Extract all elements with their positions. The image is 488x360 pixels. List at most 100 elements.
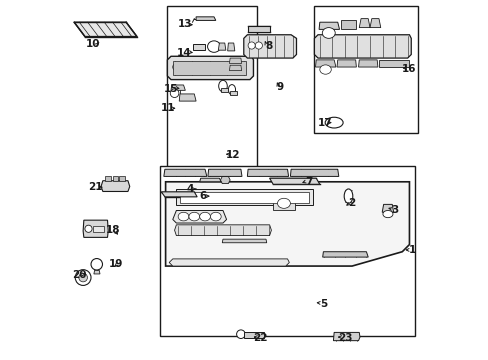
Text: 21: 21 — [88, 182, 102, 192]
Text: 13: 13 — [177, 19, 191, 29]
Text: 19: 19 — [109, 259, 123, 269]
Polygon shape — [333, 332, 359, 341]
Ellipse shape — [75, 270, 91, 285]
Polygon shape — [290, 169, 338, 176]
Polygon shape — [247, 169, 288, 176]
Text: 18: 18 — [105, 225, 120, 235]
Polygon shape — [172, 211, 226, 223]
Polygon shape — [83, 220, 108, 237]
Polygon shape — [174, 225, 271, 235]
Text: 12: 12 — [225, 150, 240, 160]
Text: 23: 23 — [337, 333, 351, 343]
Text: 16: 16 — [402, 64, 416, 74]
Ellipse shape — [247, 42, 255, 49]
Polygon shape — [169, 259, 289, 266]
Polygon shape — [247, 26, 269, 32]
Bar — [230, 91, 236, 95]
Ellipse shape — [207, 41, 220, 52]
Ellipse shape — [277, 198, 290, 208]
Bar — [160, 166, 414, 336]
Polygon shape — [196, 17, 215, 21]
Polygon shape — [358, 60, 377, 67]
Text: 4: 4 — [186, 184, 193, 194]
Ellipse shape — [188, 212, 199, 221]
Polygon shape — [161, 192, 197, 197]
Text: 14: 14 — [177, 48, 191, 58]
Text: 10: 10 — [86, 39, 100, 49]
Polygon shape — [171, 85, 185, 90]
Ellipse shape — [218, 80, 227, 92]
Text: 5: 5 — [319, 299, 326, 309]
Ellipse shape — [228, 85, 235, 95]
Polygon shape — [207, 169, 242, 176]
Ellipse shape — [382, 211, 392, 218]
Ellipse shape — [79, 273, 87, 282]
Polygon shape — [163, 169, 206, 176]
Bar — [172, 60, 246, 75]
Text: 11: 11 — [160, 103, 175, 113]
Ellipse shape — [178, 212, 188, 221]
Bar — [176, 189, 312, 205]
Polygon shape — [229, 58, 241, 63]
Bar — [273, 196, 294, 211]
Polygon shape — [378, 60, 408, 67]
Text: 1: 1 — [408, 245, 415, 255]
Ellipse shape — [322, 28, 335, 39]
Polygon shape — [112, 176, 118, 181]
Polygon shape — [336, 60, 356, 67]
Polygon shape — [269, 178, 319, 184]
Polygon shape — [165, 182, 408, 266]
Polygon shape — [369, 19, 380, 28]
Polygon shape — [359, 19, 369, 28]
Ellipse shape — [236, 330, 244, 338]
Polygon shape — [94, 270, 100, 274]
Polygon shape — [341, 21, 355, 30]
Polygon shape — [105, 176, 111, 181]
Polygon shape — [319, 22, 339, 30]
Ellipse shape — [344, 189, 352, 203]
Polygon shape — [222, 239, 266, 243]
Polygon shape — [199, 178, 221, 182]
Text: 3: 3 — [391, 206, 398, 216]
Text: 20: 20 — [72, 270, 86, 280]
Ellipse shape — [85, 225, 92, 232]
Text: 15: 15 — [164, 84, 178, 94]
Ellipse shape — [325, 117, 343, 128]
Bar — [93, 226, 104, 232]
Text: 7: 7 — [305, 177, 312, 187]
Text: 8: 8 — [264, 41, 272, 50]
Polygon shape — [244, 35, 296, 58]
Bar — [221, 88, 228, 92]
Text: 17: 17 — [317, 118, 331, 128]
Polygon shape — [244, 332, 264, 338]
Ellipse shape — [187, 63, 194, 71]
Ellipse shape — [319, 65, 330, 74]
Ellipse shape — [91, 258, 102, 270]
Ellipse shape — [255, 42, 262, 49]
Polygon shape — [179, 94, 196, 101]
Polygon shape — [229, 65, 241, 71]
Polygon shape — [192, 44, 204, 50]
Polygon shape — [220, 176, 230, 184]
Polygon shape — [74, 22, 137, 37]
Polygon shape — [119, 176, 124, 181]
Text: 2: 2 — [348, 198, 355, 208]
Polygon shape — [315, 60, 335, 67]
Ellipse shape — [170, 89, 179, 98]
Polygon shape — [227, 43, 234, 51]
Polygon shape — [322, 252, 367, 257]
Text: 22: 22 — [253, 333, 267, 343]
Polygon shape — [314, 35, 410, 58]
Polygon shape — [382, 204, 393, 212]
Polygon shape — [218, 43, 225, 50]
Ellipse shape — [210, 212, 221, 221]
Ellipse shape — [199, 212, 210, 221]
Bar — [314, 6, 418, 134]
Polygon shape — [101, 181, 129, 192]
Text: 9: 9 — [276, 82, 284, 92]
Bar — [167, 6, 257, 182]
Text: 6: 6 — [199, 191, 206, 201]
Bar — [180, 192, 308, 203]
Polygon shape — [167, 56, 253, 80]
Ellipse shape — [172, 63, 180, 71]
